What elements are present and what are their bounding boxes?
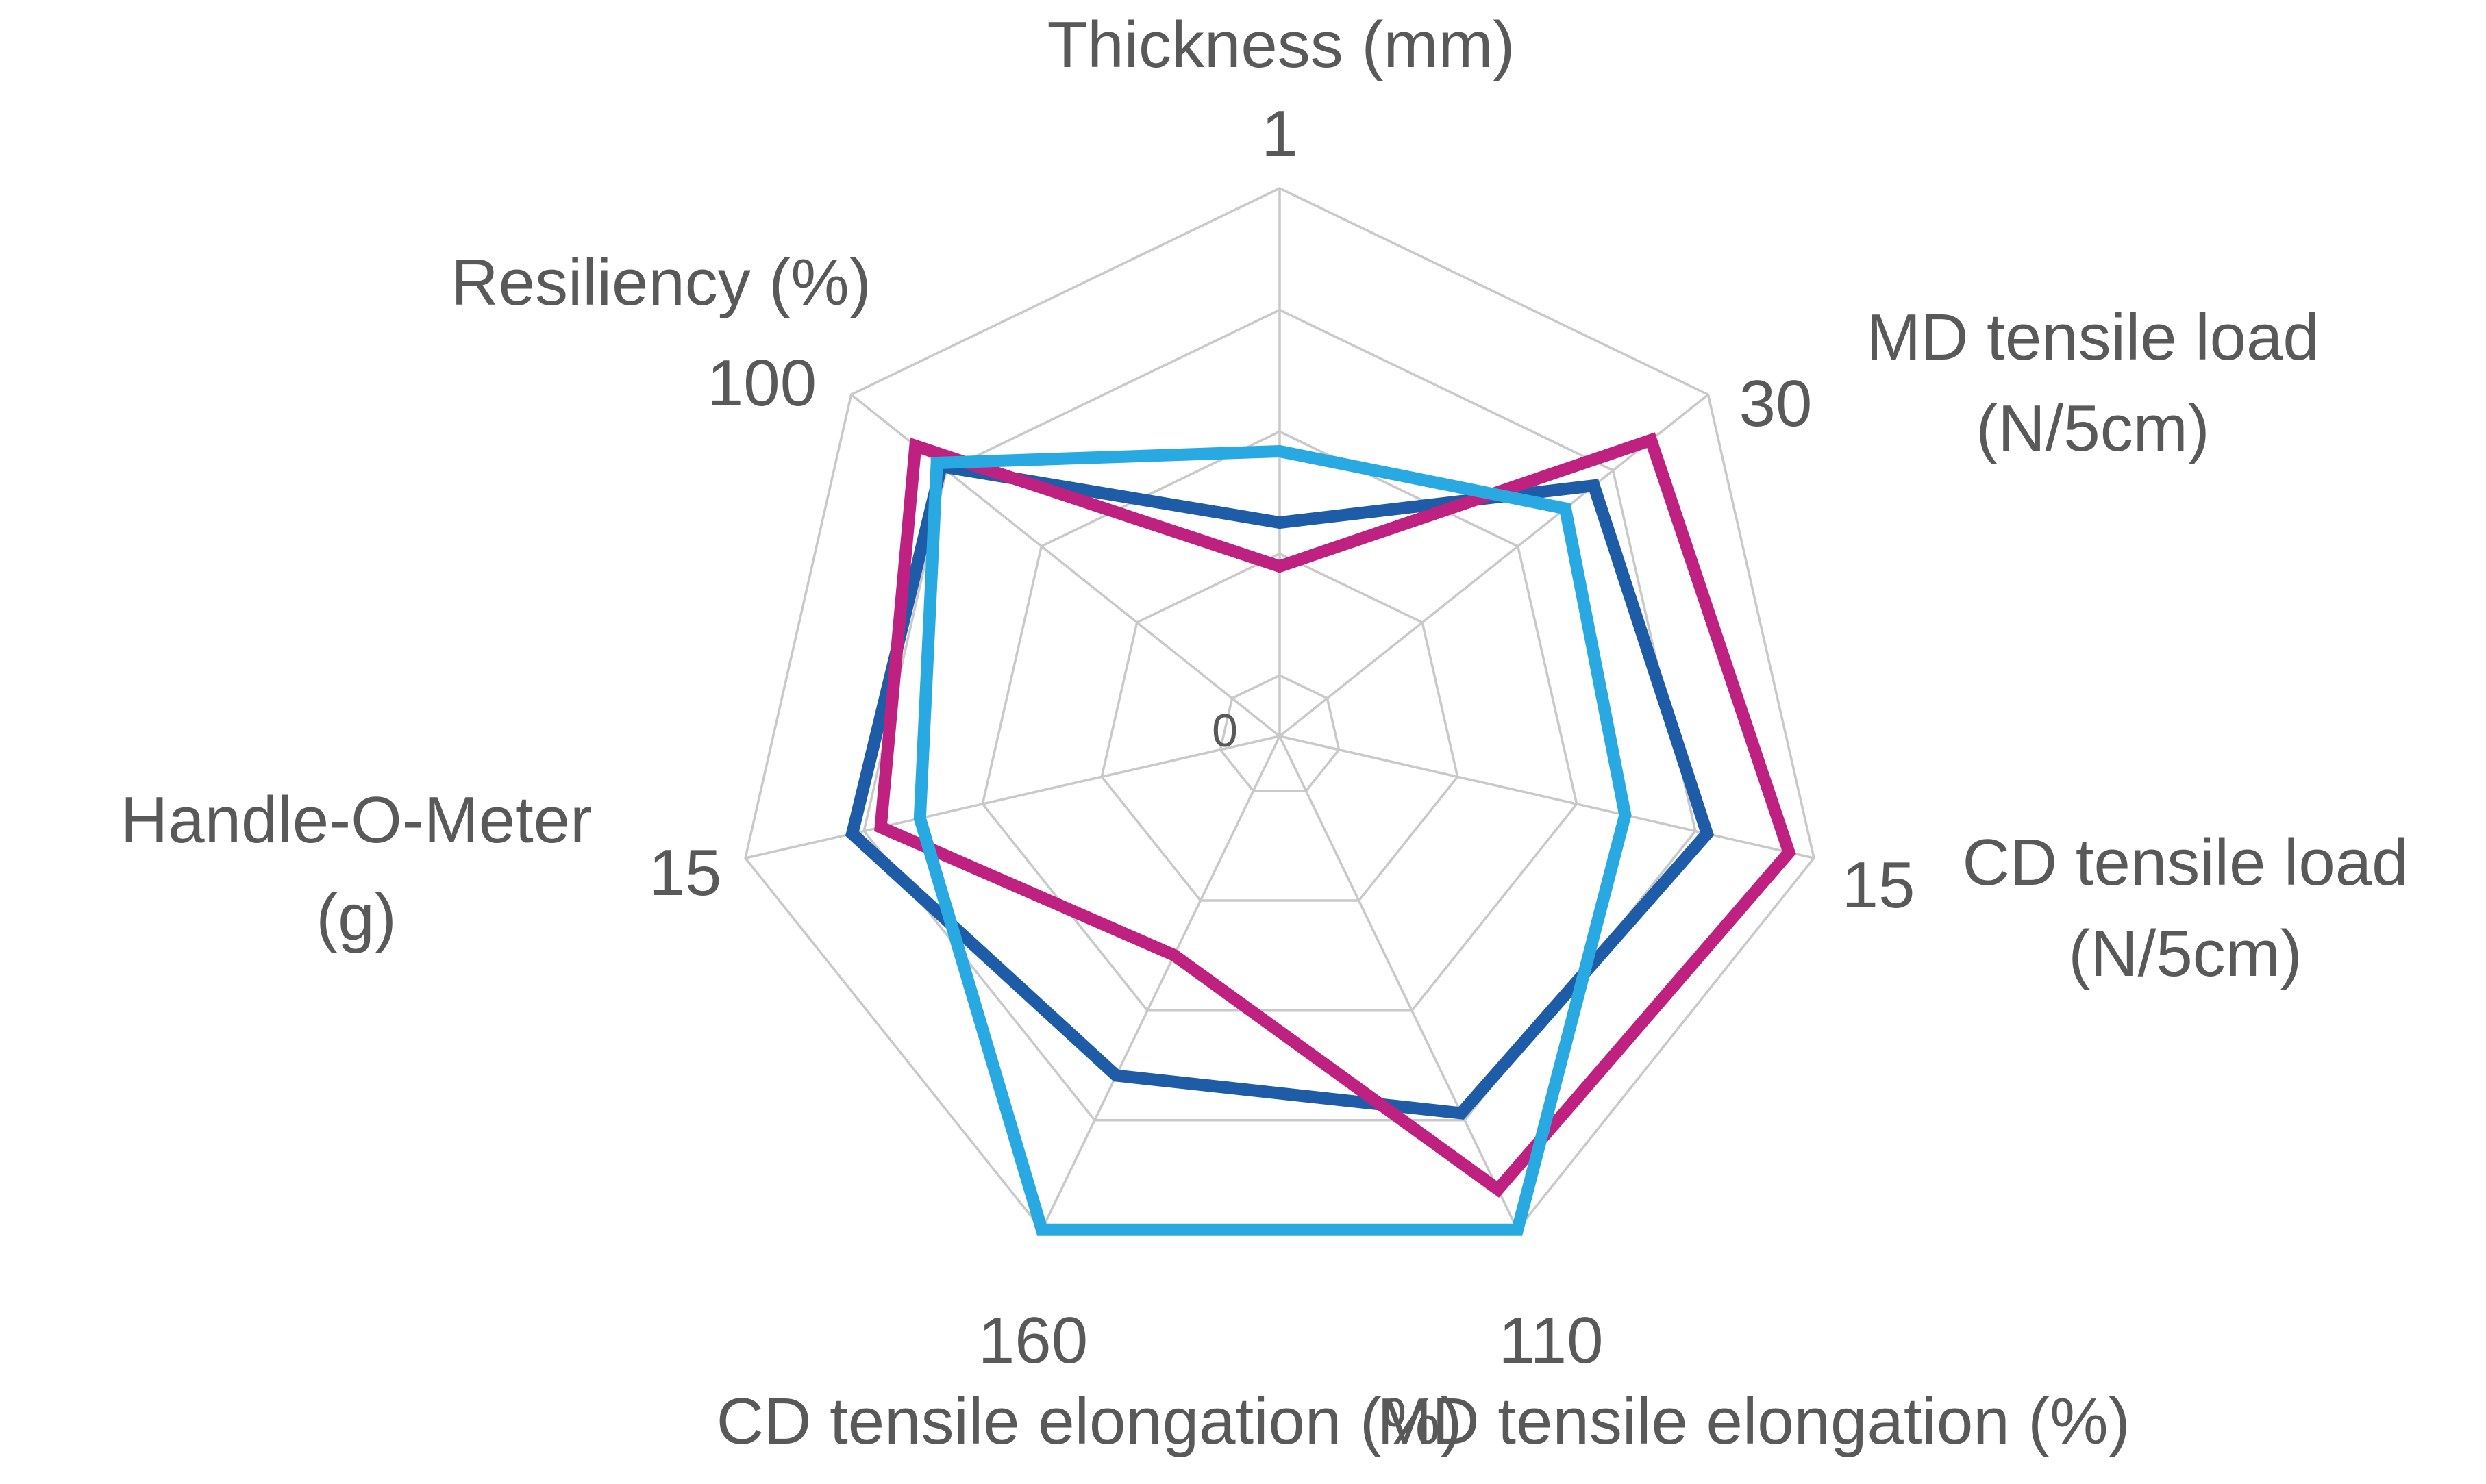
grid-spoke-cd-load — [1279, 735, 1815, 859]
tick-md-load-max: 30 — [1739, 367, 1813, 440]
radar-web-layer — [744, 187, 1815, 1236]
grid-ring-1 — [1219, 674, 1341, 792]
axis-label-handle-line2: (g) — [316, 881, 396, 954]
cyan-series — [913, 444, 1632, 1236]
axis-label-handle-line1: Handle-O-Meter — [121, 783, 592, 857]
axis-label-cd-elong: CD tensile elongation (%) — [717, 1385, 1463, 1458]
axis-label-md-load-line2: (N/5cm) — [1976, 392, 2209, 465]
tick-md-elong-max: 110 — [1498, 1304, 1603, 1377]
axis-label-md-load-line1: MD tensile load — [1866, 301, 2320, 374]
axis-label-resiliency: Resiliency (%) — [451, 246, 871, 319]
magenta-series — [874, 432, 1796, 1198]
tick-cd-load-max: 15 — [1842, 848, 1915, 922]
tick-resiliency-max: 100 — [707, 347, 817, 420]
axis-label-thickness: Thickness (mm) — [1047, 8, 1515, 81]
axis-label-cd-load-line1: CD tensile load — [1963, 826, 2409, 899]
tick-handle-max: 15 — [649, 836, 722, 909]
dark-blue-series — [845, 459, 1715, 1120]
grid-ring-2 — [1100, 552, 1459, 902]
grid-ring-3 — [981, 430, 1578, 1012]
tick-thickness-max: 1 — [1261, 97, 1297, 171]
grid-spoke-md-load — [1278, 393, 1709, 738]
tick-center-zero: 0 — [1212, 705, 1238, 757]
tick-cd-elong-max: 160 — [978, 1304, 1088, 1377]
grid-spoke-cd-elong — [1041, 735, 1281, 1231]
grid-spoke-md-elong — [1278, 735, 1519, 1231]
axis-label-md-elong: MD tensile elongation (%) — [1377, 1385, 2130, 1458]
grid-spoke-handle-o-meter — [745, 735, 1280, 859]
axis-label-cd-load-line2: (N/5cm) — [2068, 917, 2302, 990]
